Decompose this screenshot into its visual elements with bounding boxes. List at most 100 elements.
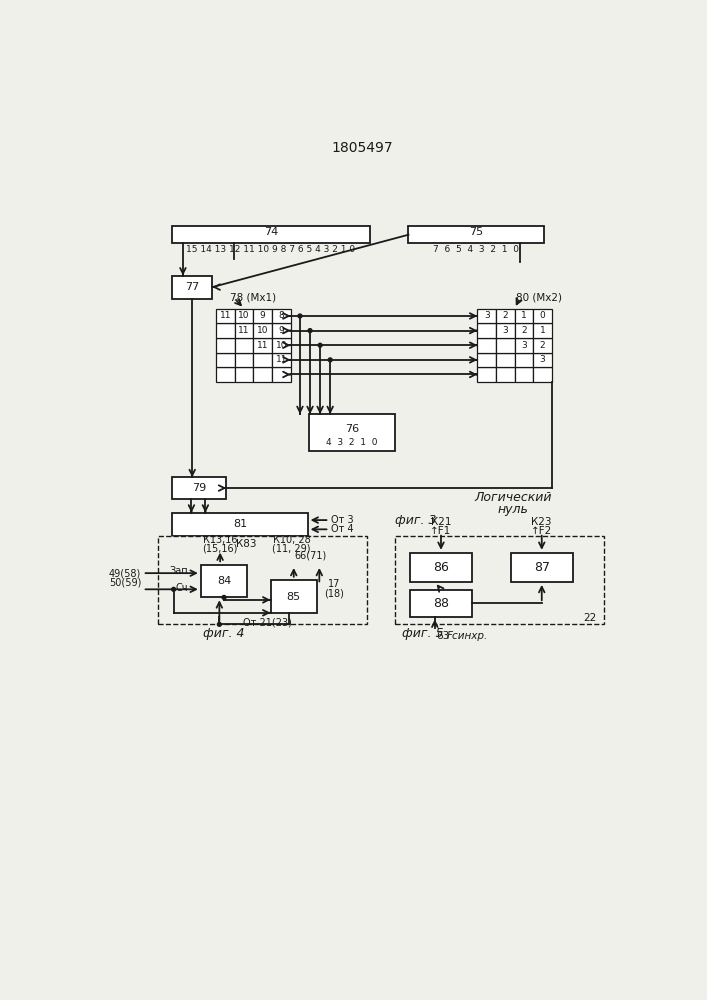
Text: 3: 3 <box>521 341 527 350</box>
Text: 7  6  5  4  3  2  1  0: 7 6 5 4 3 2 1 0 <box>433 245 519 254</box>
Text: 87: 87 <box>534 561 550 574</box>
Text: Fсинхр.: Fсинхр. <box>446 631 488 641</box>
Bar <box>496 338 515 353</box>
Circle shape <box>298 314 302 318</box>
Text: 9: 9 <box>279 326 284 335</box>
Text: От 4: От 4 <box>331 524 354 534</box>
Bar <box>235 353 253 367</box>
Text: К10, 28: К10, 28 <box>273 535 310 545</box>
Bar <box>410 553 472 582</box>
Text: 74: 74 <box>264 227 278 237</box>
Circle shape <box>328 358 332 362</box>
Text: (18): (18) <box>324 589 344 599</box>
Bar <box>477 338 496 353</box>
Text: От 3: От 3 <box>331 515 354 525</box>
Text: 11: 11 <box>257 341 269 350</box>
Bar <box>271 580 317 613</box>
Bar <box>253 323 272 338</box>
Text: 80 (Мх2): 80 (Мх2) <box>516 293 562 303</box>
Text: 2: 2 <box>521 326 527 335</box>
Bar <box>395 536 604 624</box>
Bar <box>515 338 533 353</box>
Text: 8: 8 <box>279 311 284 320</box>
Text: 3: 3 <box>503 326 508 335</box>
Text: 77: 77 <box>185 282 199 292</box>
Bar <box>216 353 235 367</box>
Text: 88: 88 <box>433 597 449 610</box>
Text: фиг. 5: фиг. 5 <box>402 627 444 640</box>
Bar <box>496 353 515 367</box>
Bar <box>533 323 552 338</box>
Circle shape <box>222 595 226 599</box>
Bar <box>496 323 515 338</box>
Text: Логический: Логический <box>474 491 552 504</box>
Bar <box>272 353 291 367</box>
Bar <box>533 338 552 353</box>
Bar <box>253 309 272 323</box>
Circle shape <box>318 343 322 347</box>
Bar <box>515 309 533 323</box>
Bar <box>172 226 370 243</box>
Text: 10: 10 <box>238 311 250 320</box>
Bar <box>477 309 496 323</box>
Bar <box>533 367 552 382</box>
Text: Сч: Сч <box>175 583 187 593</box>
Text: (15,16): (15,16) <box>202 543 238 553</box>
Bar <box>272 367 291 382</box>
Text: 49(58): 49(58) <box>109 568 141 578</box>
Text: 85: 85 <box>286 592 300 602</box>
Bar <box>253 367 272 382</box>
Text: 17: 17 <box>328 579 340 589</box>
Bar <box>510 553 573 582</box>
Text: фиг. 3: фиг. 3 <box>395 514 436 527</box>
Text: ↑F2: ↑F2 <box>531 526 552 536</box>
Text: 2: 2 <box>539 341 545 350</box>
Bar <box>253 353 272 367</box>
Bar <box>496 309 515 323</box>
Text: 3: 3 <box>539 355 545 364</box>
Circle shape <box>308 329 312 333</box>
Text: (11, 29): (11, 29) <box>272 543 310 553</box>
Text: 2: 2 <box>503 311 508 320</box>
Bar <box>496 367 515 382</box>
Text: 10: 10 <box>276 341 287 350</box>
Text: 1: 1 <box>521 311 527 320</box>
Text: От 21(23): От 21(23) <box>243 618 291 628</box>
Text: 1805497: 1805497 <box>332 141 394 155</box>
Bar <box>272 338 291 353</box>
Bar <box>477 323 496 338</box>
Bar <box>235 338 253 353</box>
Text: Зап: Зап <box>169 566 187 576</box>
Text: 4  3  2  1  0: 4 3 2 1 0 <box>326 438 378 447</box>
Text: 10: 10 <box>257 326 269 335</box>
Bar <box>253 338 272 353</box>
Bar <box>235 323 253 338</box>
Bar <box>172 513 308 536</box>
Circle shape <box>218 622 221 626</box>
Text: 66(71): 66(71) <box>295 551 327 561</box>
Bar <box>515 353 533 367</box>
Text: 11: 11 <box>276 355 287 364</box>
Bar <box>201 565 247 597</box>
Bar <box>515 367 533 382</box>
Bar <box>235 309 253 323</box>
Bar <box>158 536 368 624</box>
Text: 22: 22 <box>583 613 596 623</box>
Bar <box>235 367 253 382</box>
Text: 1: 1 <box>539 326 545 335</box>
Bar <box>216 367 235 382</box>
Bar <box>533 353 552 367</box>
Text: 63: 63 <box>436 631 450 641</box>
Bar <box>477 353 496 367</box>
Text: фиг. 4: фиг. 4 <box>203 627 245 640</box>
Text: К23: К23 <box>532 517 552 527</box>
Text: 11: 11 <box>238 326 250 335</box>
Bar <box>216 338 235 353</box>
Bar <box>515 323 533 338</box>
Circle shape <box>172 587 175 591</box>
Text: 76: 76 <box>345 424 359 434</box>
Bar <box>272 323 291 338</box>
Bar <box>272 309 291 323</box>
Text: 9: 9 <box>260 311 266 320</box>
Text: 78 (Мх1): 78 (Мх1) <box>230 293 276 303</box>
